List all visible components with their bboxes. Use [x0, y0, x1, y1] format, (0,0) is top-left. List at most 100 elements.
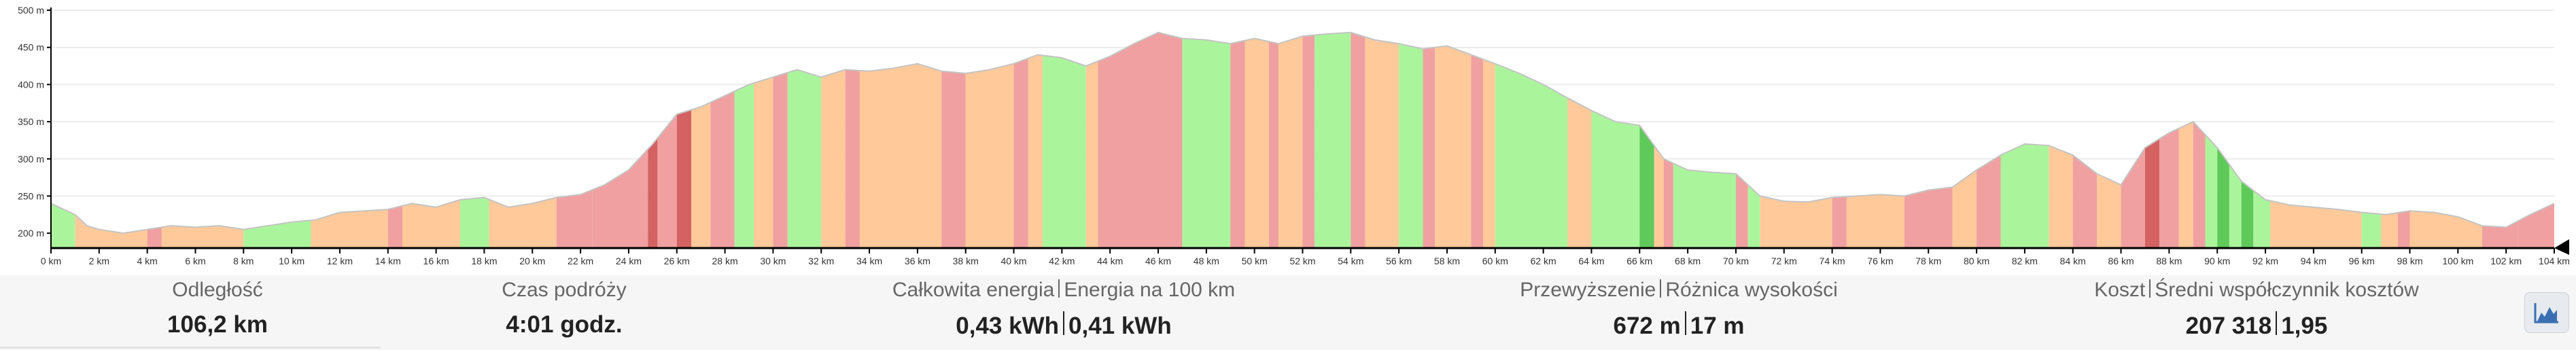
elevation-segment — [2361, 212, 2382, 248]
elevation-segment — [1639, 125, 1654, 248]
elevation-segment — [1654, 145, 1664, 248]
x-tick-label: 28 km — [712, 256, 738, 266]
elevation-segment — [2241, 181, 2254, 248]
elevation-segment — [161, 226, 244, 248]
elevation-segment — [859, 63, 942, 248]
stat-distance-value: 106,2 km — [167, 311, 268, 338]
x-tick-label: 12 km — [327, 256, 353, 266]
elevation-segment — [2049, 145, 2073, 248]
x-tick-label: 70 km — [1723, 256, 1749, 266]
x-tick-label: 64 km — [1578, 256, 1604, 266]
separator — [1063, 311, 1064, 335]
elevation-segment — [1230, 40, 1245, 248]
elevation-segment — [1846, 194, 1904, 248]
stat-energy-value: 0,43 kWh 0,41 kWh — [846, 311, 1281, 340]
elevation-segment — [787, 69, 822, 248]
elevation-segment — [1673, 163, 1736, 248]
elevation-segment — [1435, 46, 1472, 248]
elevation-segment — [1747, 185, 1760, 248]
stat-cost-value: 207 318 1,95 — [2039, 311, 2474, 340]
stat-ascent-value: 672 m — [1613, 313, 1681, 339]
elevation-segment — [2144, 139, 2160, 248]
separator — [1058, 279, 1060, 298]
x-tick-label: 96 km — [2349, 256, 2375, 266]
elevation-segment — [821, 69, 846, 248]
stat-travel-time: Czas podróży 4:01 godz. — [462, 279, 666, 338]
separator — [1660, 279, 1662, 298]
x-tick-label: 82 km — [2012, 256, 2038, 266]
stat-energy-total-label: Całkowita energia — [892, 279, 1055, 301]
stat-cost-factor-value: 1,95 — [2281, 313, 2328, 339]
toggle-chart-button[interactable] — [2524, 292, 2569, 333]
elevation-segment — [1399, 43, 1423, 248]
elevation-profile-svg[interactable]: 200 m 250 m 300 m 350 m 400 m 450 m 500 m 0 km 2… — [0, 0, 2576, 275]
stat-cost: Koszt Średni współczynnik kosztów 207 318… — [2039, 279, 2474, 340]
stat-energy-total-value: 0,43 kWh — [956, 313, 1059, 339]
elevation-segment — [1591, 110, 1640, 248]
stat-energy-label: Całkowita energia Energia na 100 km — [846, 279, 1281, 302]
elevation-segment — [1268, 41, 1279, 248]
elevation-segment — [1760, 196, 1832, 248]
stat-travel-time-value: 4:01 godz. — [506, 311, 623, 338]
x-tick-label: 30 km — [760, 256, 786, 266]
elevation-chart-icon — [2534, 303, 2558, 323]
stat-energy-per100-label: Energia na 100 km — [1064, 279, 1236, 301]
elevation-segment — [657, 114, 677, 248]
separator — [2149, 279, 2151, 298]
x-tick-label: 56 km — [1386, 256, 1412, 266]
elevation-segment — [2381, 213, 2398, 248]
elevation-segment — [2229, 164, 2242, 248]
elevation-segment — [387, 205, 403, 248]
x-tick-label: 98 km — [2397, 256, 2422, 266]
x-tick-label: 80 km — [1964, 256, 1989, 266]
y-tick-label: 200 m — [18, 228, 44, 239]
divider — [0, 347, 381, 349]
elevation-segment — [556, 190, 593, 248]
elevation-segment — [1302, 35, 1315, 248]
x-tick-label: 68 km — [1675, 256, 1701, 266]
stat-height-diff-label: Różnica wysokości — [1665, 279, 1838, 301]
elevation-segment — [2253, 190, 2271, 248]
stat-energy-per100-value: 0,41 kWh — [1068, 313, 1172, 339]
y-tick-label: 400 m — [18, 79, 44, 90]
elevation-segment — [1043, 55, 1086, 248]
stat-cost-factor-label: Średni współczynnik kosztów — [2155, 279, 2419, 301]
elevation-segment — [1495, 63, 1568, 248]
elevation-segment — [710, 91, 735, 248]
stat-energy: Całkowita energia Energia na 100 km 0,43 … — [846, 279, 1281, 340]
x-tick-label: 90 km — [2204, 256, 2230, 266]
elevation-segment — [1028, 54, 1043, 248]
elevation-segment — [773, 72, 788, 248]
elevation-segment — [1832, 196, 1847, 248]
x-tick-label: 84 km — [2060, 256, 2086, 266]
stat-cost-total-value: 207 318 — [2185, 313, 2272, 339]
x-tick-label: 58 km — [1434, 256, 1460, 266]
y-tick-label: 350 m — [18, 116, 44, 127]
x-tick-label: 48 km — [1194, 256, 1219, 266]
elevation-segment — [2178, 122, 2193, 248]
y-tick-label: 450 m — [18, 42, 44, 53]
elevation-segment — [2397, 211, 2410, 248]
x-tick-label: 102 km — [2490, 256, 2522, 266]
y-tick-label: 500 m — [18, 5, 44, 16]
elevation-segment — [2121, 147, 2145, 248]
elevation-segment — [2193, 122, 2206, 248]
x-tick-label: 76 km — [1867, 256, 1893, 266]
x-tick-label: 6 km — [185, 256, 205, 266]
elevation-segment — [1977, 155, 2001, 248]
x-tick-label: 38 km — [953, 256, 979, 266]
separator — [1684, 311, 1686, 335]
elevation-segment — [311, 209, 388, 248]
elevation-segment — [1423, 47, 1435, 248]
x-tick-label: 74 km — [1820, 256, 1845, 266]
x-tick-label: 88 km — [2156, 256, 2182, 266]
elevation-segment — [1365, 37, 1399, 248]
x-tick-label: 26 km — [664, 256, 690, 266]
x-tick-label: 62 km — [1531, 256, 1556, 266]
elevation-segment — [2205, 135, 2218, 248]
elevation-chart[interactable]: 200 m 250 m 300 m 350 m 400 m 450 m 500 m 0 km 2… — [0, 0, 2576, 275]
elevation-segment — [1278, 36, 1303, 248]
x-tick-label: 44 km — [1097, 256, 1123, 266]
elevation-segment — [2270, 200, 2362, 248]
stat-elevation: Przewyższenie Różnica wysokości 672 m 17 m — [1461, 279, 1896, 340]
